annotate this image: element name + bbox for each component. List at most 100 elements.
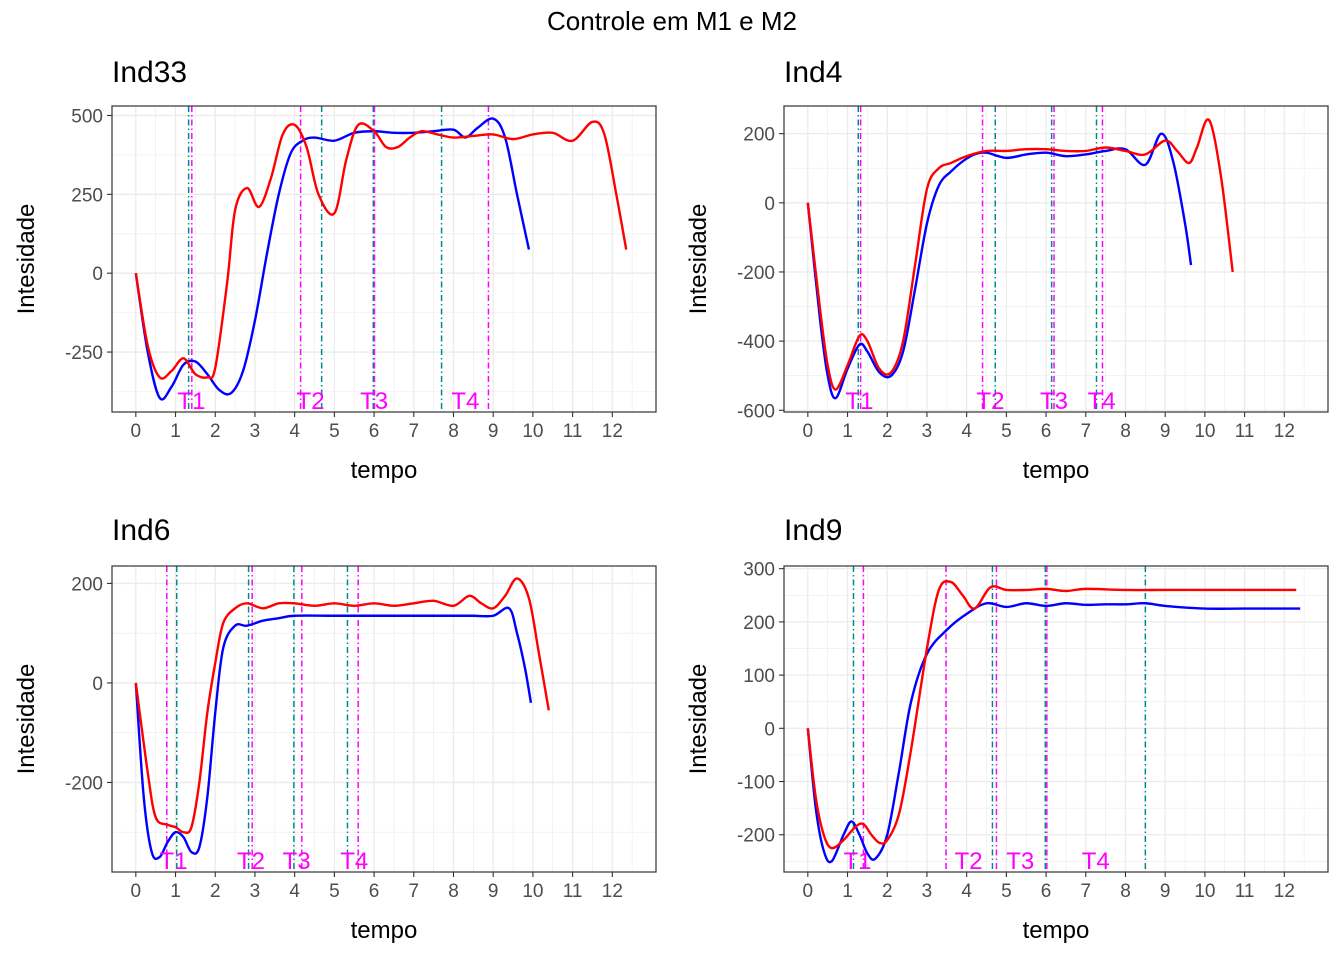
- x-tick-label: 1: [842, 881, 853, 902]
- x-tick-label: 0: [131, 881, 142, 902]
- series-line-red: [134, 120, 628, 380]
- figure-title: Controle em M1 e M2: [547, 6, 797, 36]
- x-tick-label: 11: [563, 421, 583, 442]
- x-tick-label: 10: [1194, 881, 1215, 902]
- x-axis-label: tempo: [1023, 457, 1090, 484]
- x-tick-label: 9: [1160, 881, 1171, 902]
- event-label: T4: [451, 388, 479, 415]
- x-tick-label: 2: [210, 421, 221, 442]
- panel-border: [783, 105, 1329, 413]
- grid: [112, 566, 656, 872]
- x-tick-label: 3: [250, 881, 261, 902]
- event-label: T2: [297, 388, 325, 415]
- x-tick-label: 12: [602, 421, 623, 442]
- event-label: T4: [1082, 848, 1110, 875]
- panel-title: Ind9: [784, 514, 842, 547]
- x-tick-label: 7: [1080, 881, 1091, 902]
- event-lines: [852, 566, 1147, 872]
- y-tick-label: 200: [71, 574, 103, 595]
- event-label: T4: [340, 848, 368, 875]
- x-tick-label: 3: [922, 421, 933, 442]
- event-label: T3: [1006, 848, 1034, 875]
- x-tick-label: 8: [1120, 421, 1131, 442]
- y-tick-label: -100: [737, 773, 775, 794]
- grid: [784, 566, 1328, 872]
- x-tick-label: 6: [369, 421, 380, 442]
- x-tick-label: 6: [1041, 881, 1052, 902]
- x-tick-label: 4: [961, 421, 972, 442]
- y-tick-label: -200: [737, 263, 775, 284]
- x-tick-label: 5: [1001, 421, 1012, 442]
- event-label: T1: [177, 388, 205, 415]
- y-tick-label: 0: [764, 719, 775, 740]
- event-label: T1: [843, 848, 871, 875]
- x-tick-label: 3: [922, 881, 933, 902]
- event-label: T1: [845, 388, 873, 415]
- x-tick-label: 3: [250, 421, 261, 442]
- y-tick-label: 0: [92, 264, 103, 285]
- x-tick-label: 6: [1041, 421, 1052, 442]
- x-tick-label: 11: [1235, 881, 1255, 902]
- x-tick-label: 11: [563, 881, 583, 902]
- grid: [784, 106, 1328, 412]
- x-tick-label: 5: [329, 881, 340, 902]
- x-tick-label: 12: [1274, 881, 1295, 902]
- x-tick-label: 4: [289, 881, 300, 902]
- y-tick-label: -250: [65, 343, 103, 364]
- x-tick-label: 10: [1194, 421, 1215, 442]
- y-tick-label: 300: [743, 560, 775, 581]
- y-axis-label: Intesidade: [13, 664, 40, 775]
- y-tick-label: -200: [737, 826, 775, 847]
- event-lines: [857, 106, 1104, 412]
- x-tick-label: 2: [882, 421, 893, 442]
- y-axis-label: Intesidade: [13, 204, 40, 315]
- x-tick-label: 2: [882, 881, 893, 902]
- series-line-blue: [134, 606, 533, 861]
- x-tick-label: 4: [961, 881, 972, 902]
- x-tick-label: 0: [803, 881, 814, 902]
- panel-title: Ind4: [784, 56, 842, 89]
- panel-border: [111, 105, 657, 413]
- event-label: T2: [237, 848, 265, 875]
- panel-title: Ind6: [112, 514, 170, 547]
- x-tick-label: 6: [369, 881, 380, 902]
- event-label: T4: [1088, 388, 1116, 415]
- y-axis-label: Intesidade: [685, 664, 712, 775]
- event-label: T3: [1040, 388, 1068, 415]
- series-line-red: [134, 577, 550, 835]
- x-tick-label: 9: [1160, 421, 1171, 442]
- series: [134, 117, 628, 401]
- series: [806, 118, 1234, 400]
- event-label: T3: [283, 848, 311, 875]
- x-tick-label: 8: [448, 881, 459, 902]
- series-line-red: [806, 118, 1234, 391]
- x-tick-label: 5: [329, 421, 340, 442]
- x-tick-label: 11: [1235, 421, 1255, 442]
- event-label: T3: [360, 388, 388, 415]
- x-tick-label: 1: [842, 421, 853, 442]
- y-tick-label: 100: [743, 666, 775, 687]
- y-tick-label: 250: [71, 185, 103, 206]
- x-axis-label: tempo: [351, 457, 418, 484]
- plot-background: [112, 106, 656, 412]
- x-tick-label: 1: [170, 421, 181, 442]
- x-tick-label: 7: [1080, 421, 1091, 442]
- y-tick-label: 500: [71, 106, 103, 127]
- y-tick-label: -600: [737, 401, 775, 422]
- x-axis-label: tempo: [1023, 917, 1090, 944]
- event-label: T1: [160, 848, 188, 875]
- y-tick-label: 200: [743, 613, 775, 634]
- panel-title: Ind33: [112, 56, 187, 89]
- event-label: T2: [976, 388, 1004, 415]
- x-tick-label: 0: [803, 421, 814, 442]
- event-lines: [166, 566, 359, 872]
- x-axis-label: tempo: [351, 917, 418, 944]
- x-tick-label: 1: [170, 881, 181, 902]
- x-tick-label: 12: [602, 881, 623, 902]
- x-tick-label: 5: [1001, 881, 1012, 902]
- series-line-blue: [806, 601, 1301, 864]
